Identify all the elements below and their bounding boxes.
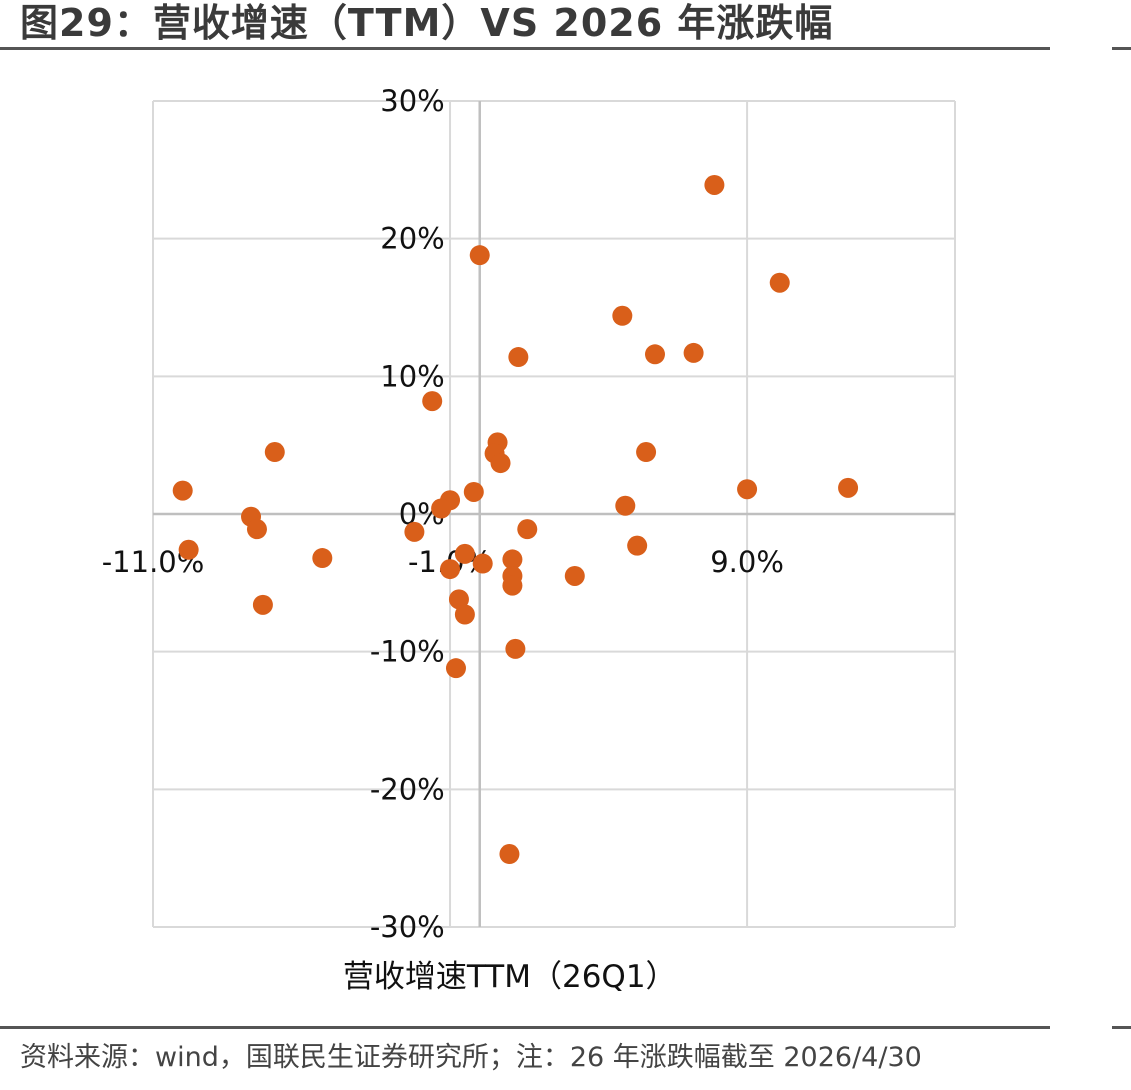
- data-point-5: [644, 344, 665, 365]
- axis-lines: [153, 101, 955, 927]
- x-tick-label-2: 9.0%: [710, 545, 784, 579]
- data-point-17: [615, 495, 636, 516]
- data-point-18: [737, 479, 758, 500]
- y-tick-label-4: -10%: [370, 635, 445, 669]
- data-point-13: [172, 480, 193, 501]
- y-tick-label-2: 10%: [380, 359, 444, 393]
- data-point-21: [246, 519, 267, 540]
- y-tick-label-1: 20%: [380, 222, 444, 256]
- data-point-23: [404, 521, 425, 542]
- data-point-36: [252, 594, 273, 615]
- tick-labels: 30%20%10%0%-10%-20%-30%-11.0%-1.0%9.0%: [102, 84, 784, 944]
- data-point-29: [502, 549, 523, 570]
- data-point-37: [505, 638, 526, 659]
- bottom-divider: [0, 1026, 1050, 1029]
- top-divider: [0, 47, 1050, 50]
- top-divider-right: [1112, 47, 1131, 50]
- data-point-28: [472, 553, 493, 574]
- data-point-39: [499, 844, 520, 865]
- y-tick-label-6: -30%: [370, 910, 445, 944]
- data-points: [172, 174, 859, 865]
- data-point-26: [312, 548, 333, 569]
- bottom-divider-right: [1112, 1026, 1131, 1029]
- data-point-24: [178, 539, 199, 560]
- data-point-33: [502, 575, 523, 596]
- chart-title: 图29：营收增速（TTM）VS 2026 年涨跌幅: [20, 1, 834, 45]
- data-point-35: [454, 604, 475, 625]
- data-point-7: [422, 391, 443, 412]
- source-note: 资料来源：wind，国联民生证券研究所；注：26 年涨跌幅截至 2026/4/3…: [20, 1042, 922, 1073]
- data-point-0: [704, 174, 725, 195]
- data-point-1: [469, 245, 490, 266]
- data-point-22: [517, 519, 538, 540]
- data-point-32: [564, 565, 585, 586]
- data-point-19: [838, 477, 859, 498]
- y-tick-label-5: -20%: [370, 772, 445, 806]
- data-point-2: [769, 272, 790, 293]
- data-point-27: [454, 543, 475, 564]
- data-point-16: [431, 498, 452, 519]
- x-axis-title: 营收增速TTM（26Q1）: [343, 959, 677, 995]
- data-point-11: [636, 442, 657, 463]
- data-point-3: [612, 305, 633, 326]
- data-point-6: [683, 342, 704, 363]
- data-point-38: [445, 658, 466, 679]
- y-tick-label-0: 30%: [380, 84, 444, 118]
- scatter-chart: 30%20%10%0%-10%-20%-30%-11.0%-1.0%9.0% 营…: [102, 84, 956, 995]
- data-point-34: [448, 589, 469, 610]
- data-point-14: [463, 481, 484, 502]
- data-point-12: [264, 442, 285, 463]
- data-point-25: [627, 535, 648, 556]
- data-point-10: [490, 453, 511, 474]
- data-point-30: [440, 559, 461, 580]
- data-point-4: [508, 347, 529, 368]
